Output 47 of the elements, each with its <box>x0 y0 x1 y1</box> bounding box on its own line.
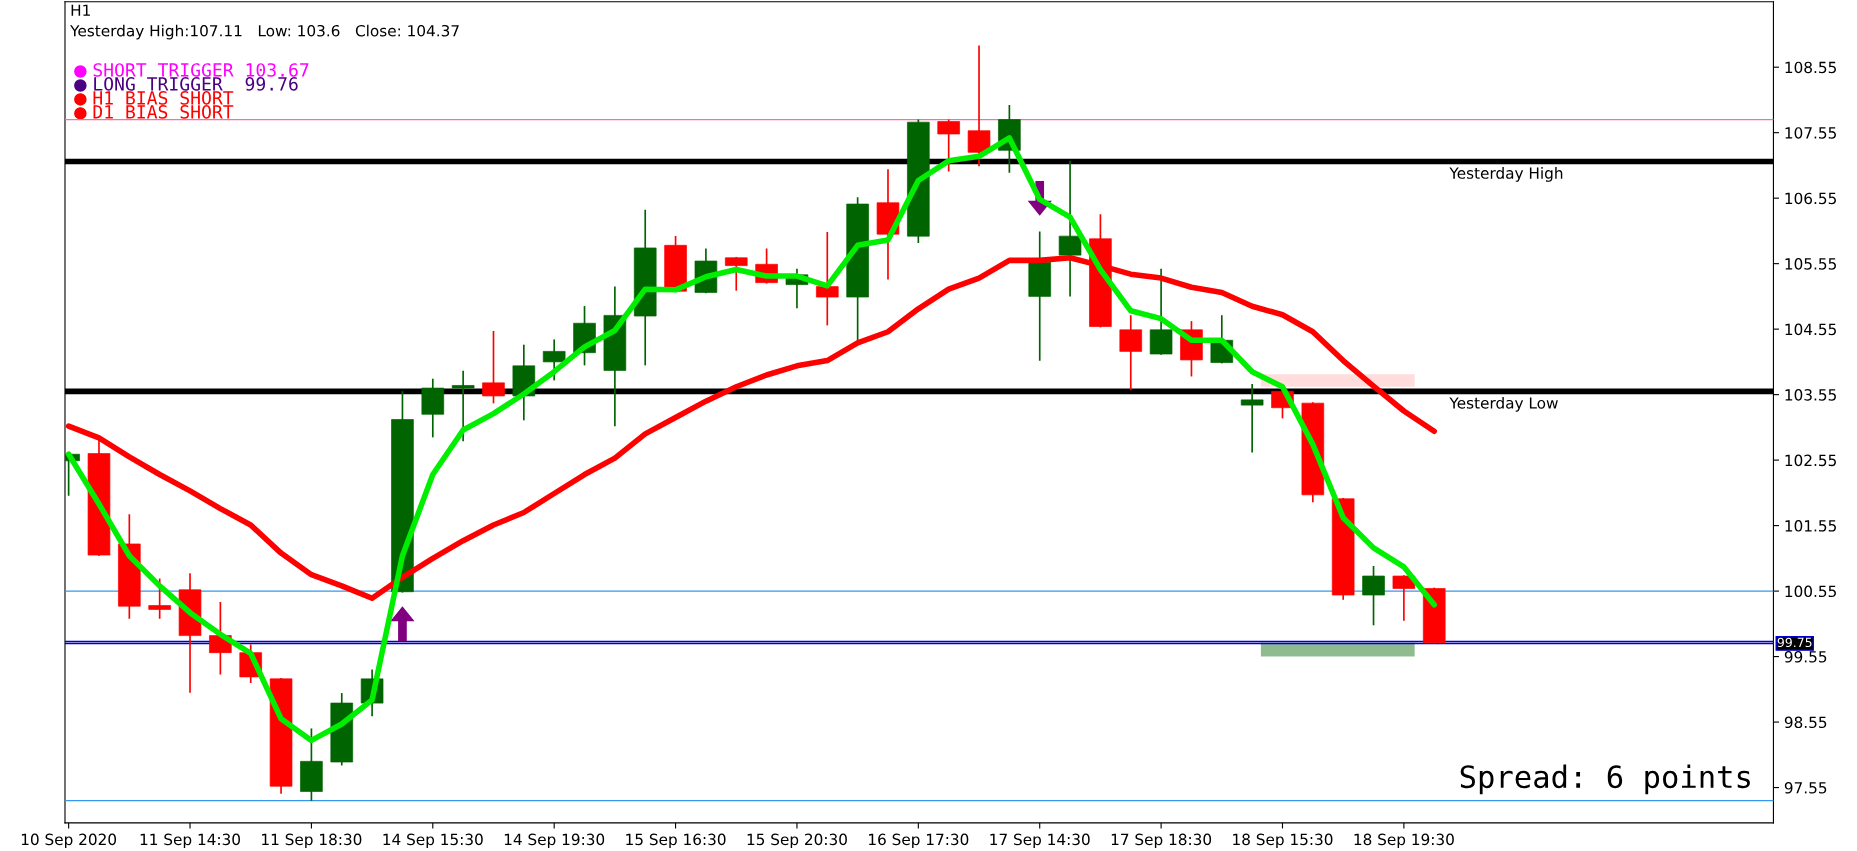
annotation: LONG TRIGGER 99.76 <box>94 77 298 91</box>
y-tick-label: 101.55 <box>1785 520 1836 532</box>
y-tick-label: 107.55 <box>1785 127 1836 139</box>
candlestick <box>451 370 475 442</box>
candlestick <box>1240 383 1264 453</box>
ref-line-label: Yesterday High <box>1449 167 1563 182</box>
x-tick-label: 14 Sep 15:30 <box>383 833 483 849</box>
x-tick-label: 15 Sep 16:30 <box>626 833 726 849</box>
chart-title: H1 <box>71 4 90 16</box>
x-tick-label: 14 Sep 19:30 <box>504 833 605 849</box>
candlestick <box>967 45 991 167</box>
y-tick-label: 106.55 <box>1785 192 1836 205</box>
x-tick-label: 17 Sep 14:30 <box>990 833 1090 849</box>
y-tick-label: 102.55 <box>1785 454 1836 467</box>
candlestick <box>482 330 505 404</box>
y-tick-label: 104.55 <box>1785 323 1836 336</box>
y-tick-label: 99.55 <box>1784 651 1827 663</box>
candlestick <box>542 339 566 381</box>
y-tick-label: 98.55 <box>1784 716 1827 729</box>
annotation: D1 BIAS SHORT <box>93 105 234 119</box>
candlestick <box>148 578 171 619</box>
candlestick <box>937 119 960 172</box>
candlestick <box>724 256 748 291</box>
text: Spread: 6 points <box>1460 764 1750 795</box>
candlestick <box>1119 315 1143 391</box>
x-tick-label: 18 Sep 15:30 <box>1233 833 1333 849</box>
y-tick-label: 105.55 <box>1785 258 1836 270</box>
x-tick-label: 16 Sep 17:30 <box>869 833 969 849</box>
y-tick-label: 97.55 <box>1784 782 1827 794</box>
candlestick <box>1362 566 1385 626</box>
candlestick <box>816 232 839 326</box>
candlestick <box>1058 160 1082 297</box>
y-tick-label: 108.55 <box>1785 61 1836 74</box>
x-tick-label: 10 Sep 2020 <box>21 833 117 849</box>
x-tick-label: 17 Sep 18:30 <box>1111 833 1212 849</box>
candlestick <box>1392 575 1416 621</box>
y-tick-label: 100.55 <box>1785 585 1836 598</box>
annotation: H1 BIAS SHORT <box>93 91 234 105</box>
text: Yesterday High:107.11 Low: 103.6 Close: 104.37 <box>70 24 459 40</box>
annotation: SHORT TRIGGER 103.67 <box>93 63 309 77</box>
x-tick-label: 11 Sep 14:30 <box>140 833 240 849</box>
ref-line-label: Yesterday Low <box>1449 396 1558 412</box>
ref-line-label: 99.75 <box>1777 637 1812 648</box>
x-tick-label: 18 Sep 19:30 <box>1354 833 1454 849</box>
x-tick-label: 11 Sep 18:30 <box>262 833 362 849</box>
x-tick-label: 15 Sep 20:30 <box>747 833 847 849</box>
y-tick-label: 103.55 <box>1785 389 1836 401</box>
